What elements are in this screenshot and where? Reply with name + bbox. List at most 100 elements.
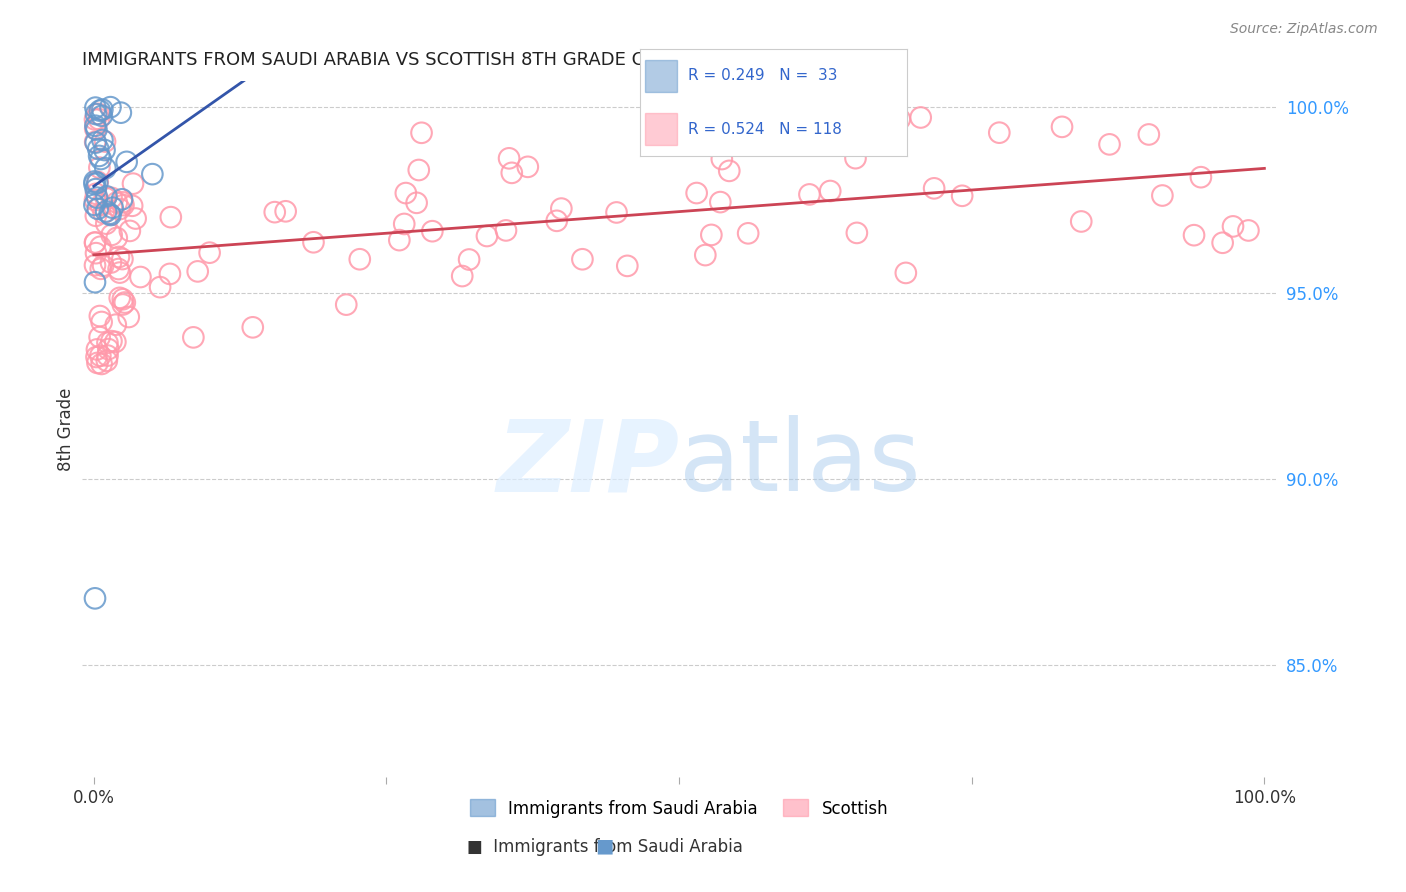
Point	[84, 235, 107, 250]
Point	[94, 135, 117, 149]
Point	[198, 245, 221, 260]
Point	[616, 259, 638, 273]
Text: ■  Immigrants from Saudi Arabia: ■ Immigrants from Saudi Arabia	[467, 838, 742, 855]
Point	[84, 182, 107, 196]
Point	[302, 235, 325, 250]
Point	[950, 189, 973, 203]
Point	[84, 193, 107, 207]
Point	[96, 335, 118, 350]
Point	[845, 226, 868, 240]
Point	[86, 343, 108, 357]
Y-axis label: 8th Grade: 8th Grade	[58, 387, 75, 471]
Point	[501, 166, 523, 180]
Point	[87, 175, 110, 189]
Point	[90, 357, 112, 371]
Point	[859, 123, 882, 137]
Point	[1050, 120, 1073, 134]
Point	[129, 270, 152, 285]
Point	[108, 291, 131, 305]
Point	[114, 295, 136, 310]
Point	[93, 143, 115, 157]
Point	[274, 204, 297, 219]
Point	[96, 217, 118, 231]
Point	[700, 227, 723, 242]
Point	[1098, 137, 1121, 152]
Point	[90, 315, 112, 329]
Point	[394, 217, 416, 231]
Point	[96, 353, 118, 368]
Point	[91, 103, 114, 117]
Point	[408, 163, 430, 178]
Point	[737, 227, 759, 241]
Point	[101, 201, 124, 215]
Point	[110, 105, 132, 120]
Point	[100, 227, 122, 242]
Text: IMMIGRANTS FROM SAUDI ARABIA VS SCOTTISH 8TH GRADE CORRELATION CHART: IMMIGRANTS FROM SAUDI ARABIA VS SCOTTISH…	[82, 51, 827, 69]
Point	[922, 181, 945, 195]
Point	[84, 275, 107, 289]
Point	[87, 112, 110, 127]
Point	[395, 186, 418, 200]
Point	[606, 205, 628, 219]
Point	[108, 266, 131, 280]
Legend: Immigrants from Saudi Arabia, Scottish: Immigrants from Saudi Arabia, Scottish	[464, 793, 894, 824]
Point	[96, 189, 118, 203]
Point	[799, 187, 821, 202]
Point	[89, 240, 111, 254]
Point	[108, 250, 131, 264]
Point	[115, 154, 138, 169]
Point	[988, 126, 1011, 140]
Point	[550, 202, 572, 216]
Point	[1070, 214, 1092, 228]
Point	[90, 198, 112, 212]
Text: atlas: atlas	[679, 416, 921, 512]
Point	[516, 160, 538, 174]
Point	[889, 112, 911, 127]
Text: ■: ■	[595, 837, 614, 855]
Point	[84, 119, 107, 133]
Point	[89, 161, 111, 175]
Point	[111, 292, 134, 306]
Point	[84, 101, 107, 115]
Point	[818, 184, 841, 198]
Point	[141, 167, 163, 181]
Point	[84, 107, 107, 121]
Point	[83, 177, 105, 191]
Point	[349, 252, 371, 267]
Point	[1189, 170, 1212, 185]
Point	[1182, 228, 1205, 243]
Point	[118, 310, 141, 324]
Point	[100, 334, 122, 348]
Point	[84, 112, 107, 127]
Point	[83, 198, 105, 212]
Point	[388, 233, 411, 247]
Point	[89, 103, 111, 118]
Point	[111, 252, 134, 266]
Point	[422, 224, 444, 238]
Point	[263, 205, 285, 219]
Point	[108, 202, 131, 216]
Point	[100, 100, 122, 114]
Point	[83, 174, 105, 188]
Point	[411, 126, 433, 140]
Point	[84, 121, 107, 136]
Point	[89, 149, 111, 163]
Point	[335, 298, 357, 312]
Point	[87, 202, 110, 216]
Bar	[645, 60, 678, 92]
Point	[105, 195, 128, 210]
Point	[93, 206, 115, 220]
Point	[121, 199, 143, 213]
Point	[100, 191, 122, 205]
Point	[458, 252, 481, 267]
Point	[87, 142, 110, 156]
Point	[475, 229, 498, 244]
Point	[90, 261, 112, 276]
Point	[96, 204, 118, 219]
Text: Source: ZipAtlas.com: Source: ZipAtlas.com	[1230, 22, 1378, 37]
Point	[105, 231, 128, 245]
Point	[571, 252, 593, 267]
Point	[104, 334, 127, 349]
Point	[111, 195, 134, 210]
Point	[112, 198, 135, 212]
